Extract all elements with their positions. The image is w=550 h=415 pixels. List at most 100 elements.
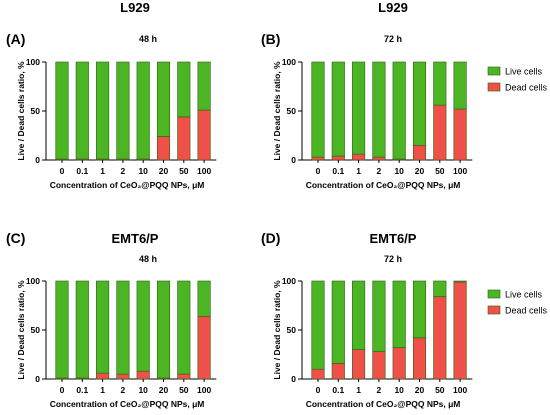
bar-dead-cells	[453, 108, 467, 161]
bar-live-cells	[116, 280, 130, 375]
bar-dead-cells	[156, 136, 171, 161]
bar-dead-cells	[412, 337, 427, 380]
bar-dead-cells	[372, 156, 386, 161]
x-tick-label: 0.1	[332, 166, 344, 176]
bar-live-cells	[311, 61, 325, 158]
x-tick-label: 10	[138, 385, 148, 395]
bar-live-cells	[177, 61, 191, 118]
bar-live-cells	[177, 280, 191, 375]
panel-title: L929	[378, 0, 408, 15]
panel-title: EMT6/P	[370, 231, 417, 246]
y-tick-label: 50	[31, 106, 41, 116]
legend-swatch	[487, 66, 501, 76]
time-label: 72 h	[384, 34, 402, 44]
bar-dead-cells	[331, 155, 345, 161]
x-axis-label: Concentration of CeO₂@PQQ NPs, μM	[50, 399, 205, 409]
bar-dead-cells	[116, 373, 130, 380]
x-tick-label: 100	[197, 166, 211, 176]
bar-dead-cells	[412, 145, 427, 161]
bar-live-cells	[433, 280, 447, 297]
y-tick-label: 100	[26, 57, 40, 67]
legend-label: Live cells	[505, 67, 543, 77]
y-tick-label: 50	[287, 325, 297, 335]
bar-dead-cells	[352, 349, 366, 380]
bar-live-cells	[55, 280, 69, 379]
bar-live-cells	[453, 280, 467, 283]
x-tick-label: 10	[394, 385, 404, 395]
bar-live-cells	[331, 280, 345, 364]
bar-live-cells	[392, 280, 406, 348]
y-tick-label: 0	[35, 155, 40, 165]
bar-live-cells	[156, 280, 171, 379]
y-tick-label: 0	[35, 374, 40, 384]
bar-dead-cells	[177, 373, 191, 380]
bar-live-cells	[96, 280, 110, 374]
bar-dead-cells	[197, 315, 211, 380]
bar-live-cells	[433, 61, 447, 106]
x-tick-label: 100	[453, 166, 467, 176]
x-tick-label: 50	[179, 166, 189, 176]
bar-live-cells	[197, 280, 211, 317]
bar-live-cells	[352, 280, 366, 350]
x-tick-label: 0.1	[332, 385, 344, 395]
x-tick-label: 2	[377, 385, 382, 395]
bar-live-cells	[136, 61, 150, 160]
bar-live-cells	[156, 61, 171, 137]
x-tick-label: 0.1	[76, 385, 88, 395]
x-tick-label: 20	[415, 166, 425, 176]
panel-title: L929	[120, 0, 150, 15]
y-tick-label: 100	[282, 57, 296, 67]
x-tick-label: 1	[100, 385, 105, 395]
panel-label: (B)	[261, 31, 280, 47]
legend-label: Dead cells	[505, 306, 548, 316]
y-axis-label: Live / Dead cells ratio, %	[16, 280, 26, 380]
bar-live-cells	[96, 61, 110, 160]
x-axis-label: Concentration of CeO₂@PQQ NPs, μM	[306, 180, 461, 190]
y-tick-label: 0	[291, 374, 296, 384]
bar-dead-cells	[331, 363, 345, 380]
bar-dead-cells	[177, 116, 191, 161]
x-tick-label: 1	[100, 166, 105, 176]
x-tick-label: 1	[356, 385, 361, 395]
bar-live-cells	[331, 61, 345, 157]
bar-live-cells	[197, 61, 211, 111]
bar-dead-cells	[96, 372, 110, 380]
bar-live-cells	[412, 280, 427, 339]
panel-label: (A)	[6, 31, 25, 47]
bar-live-cells	[75, 61, 89, 160]
bar-dead-cells	[197, 109, 211, 161]
x-tick-label: 50	[435, 166, 445, 176]
x-tick-label: 20	[159, 166, 169, 176]
y-tick-label: 50	[287, 106, 297, 116]
y-tick-label: 50	[31, 325, 41, 335]
bar-dead-cells	[433, 296, 447, 380]
x-tick-label: 50	[435, 385, 445, 395]
bar-dead-cells	[453, 281, 467, 380]
x-axis-label: Concentration of CeO₂@PQQ NPs, μM	[306, 399, 461, 409]
x-tick-label: 1	[356, 166, 361, 176]
bar-dead-cells	[311, 156, 325, 161]
bar-dead-cells	[311, 368, 325, 380]
bar-live-cells	[311, 280, 325, 370]
x-tick-label: 100	[453, 385, 467, 395]
x-tick-label: 0.1	[76, 166, 88, 176]
legend-swatch	[487, 82, 501, 92]
y-tick-label: 100	[26, 276, 40, 286]
x-axis-label: Concentration of CeO₂@PQQ NPs, μM	[50, 180, 205, 190]
x-tick-label: 20	[159, 385, 169, 395]
x-tick-label: 0	[60, 385, 65, 395]
bar-dead-cells	[352, 153, 366, 161]
x-tick-label: 2	[121, 166, 126, 176]
x-tick-label: 2	[121, 385, 126, 395]
time-label: 48 h	[139, 254, 157, 264]
bar-dead-cells	[433, 104, 447, 161]
bar-dead-cells	[136, 370, 150, 380]
bar-dead-cells	[392, 347, 406, 380]
x-tick-label: 50	[179, 385, 189, 395]
y-axis-label: Live / Dead cells ratio, %	[16, 61, 26, 161]
x-tick-label: 0	[316, 385, 321, 395]
